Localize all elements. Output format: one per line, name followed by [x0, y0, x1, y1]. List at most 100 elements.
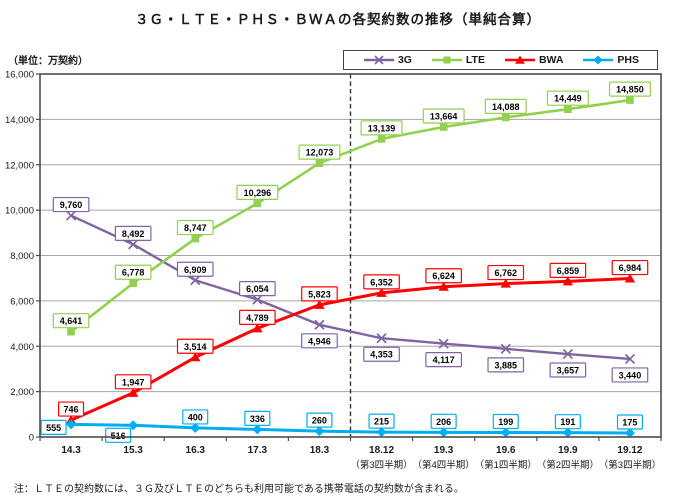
data-label-box-3g: [239, 281, 276, 297]
data-label-box-3g: [176, 261, 214, 277]
data-label-bwa: 6,762: [494, 268, 517, 278]
marker-lte: [129, 279, 137, 288]
legend-item-label: BWA: [538, 54, 564, 66]
data-label-3g: 4,117: [433, 355, 455, 365]
data-label-box-3g: [487, 357, 525, 373]
marker-bwa: [376, 287, 387, 297]
marker-3g: [438, 338, 449, 349]
data-label-phs: 215: [374, 417, 389, 427]
x-axis-label: 15.3: [123, 445, 143, 456]
data-label-lte: 6,778: [122, 268, 145, 278]
data-label-phs: 516: [111, 431, 126, 441]
y-axis-label: 14,000: [5, 115, 34, 126]
legend-marker-icon-triangle: [504, 55, 535, 64]
marker-lte: [191, 234, 200, 243]
data-label-bwa: 6,624: [432, 271, 455, 281]
data-label-box-3g: [425, 351, 462, 368]
y-axis-label: 12,000: [5, 160, 34, 171]
data-label-bwa: 6,352: [370, 277, 393, 287]
data-label-box-3g: [549, 362, 587, 378]
y-axis-label: 10,000: [5, 206, 34, 217]
data-label-box-lte: [608, 81, 651, 97]
marker-lte: [439, 123, 448, 131]
data-label-lte: 10,296: [244, 188, 272, 198]
data-label-3g: 3,657: [557, 366, 580, 376]
data-label-phs: 175: [622, 418, 637, 428]
data-label-lte: 13,664: [430, 111, 458, 121]
marker-phs: [438, 427, 449, 438]
data-label-bwa: 6,859: [557, 266, 580, 276]
data-label-3g: 3,885: [494, 360, 517, 370]
data-label-bwa: 5,823: [308, 289, 331, 299]
y-axis-label: 0: [29, 433, 34, 444]
data-label-box-bwa: [301, 286, 338, 302]
legend-marker-icon-x: [363, 55, 394, 65]
data-label-box-lte: [546, 90, 589, 106]
x-axis-sublabel: （第3四半期）: [599, 459, 661, 471]
data-label-box-lte: [52, 313, 90, 329]
x-axis-label: 19.3: [434, 445, 454, 456]
data-label-3g: 6,054: [246, 284, 269, 294]
series-line-bwa: [69, 277, 632, 422]
data-label-box-bwa: [487, 264, 525, 281]
data-label-box-phs: [40, 419, 67, 436]
data-label-box-bwa: [425, 268, 462, 284]
marker-bwa: [127, 387, 139, 397]
data-label-box-phs: [492, 413, 519, 430]
data-label-lte: 14,449: [554, 94, 582, 104]
data-label-lte: 12,073: [306, 148, 334, 158]
data-label-3g: 4,946: [308, 336, 331, 346]
x-axis-label: 14.3: [61, 445, 81, 456]
data-label-box-lte: [236, 184, 279, 201]
marker-3g: [500, 343, 511, 354]
x-axis-label: 19.6: [496, 445, 516, 456]
marker-bwa: [314, 299, 325, 309]
marker-bwa: [562, 276, 574, 286]
marker-phs: [624, 428, 635, 439]
marker-3g: [128, 239, 139, 250]
marker-3g: [65, 210, 77, 221]
legend-item-label: 3G: [397, 54, 412, 66]
data-label-3g: 3,440: [619, 370, 642, 380]
data-label-box-lte: [176, 219, 214, 236]
marker-bwa: [624, 273, 636, 283]
data-label-box-phs: [616, 414, 643, 430]
data-label-lte: 13,139: [368, 123, 396, 133]
x-axis-sublabel: （第4四半期）: [413, 459, 475, 471]
data-label-box-bwa: [549, 262, 587, 278]
legend-item-lte: LTE: [430, 54, 485, 66]
x-axis-label: 17.3: [248, 445, 268, 456]
marker-phs: [252, 424, 263, 435]
data-label-phs: 191: [560, 417, 575, 427]
legend-marker: [374, 55, 384, 65]
x-axis-label: 19.9: [558, 445, 578, 456]
data-label-3g: 9,760: [60, 200, 83, 210]
legend-marker: [515, 55, 525, 64]
data-label-box-3g: [611, 367, 649, 383]
x-axis-sublabel: （第2四半期）: [537, 459, 599, 471]
marker-lte: [253, 199, 262, 208]
legend-marker: [593, 55, 603, 65]
marker-3g: [624, 353, 636, 365]
marker-3g: [376, 333, 387, 344]
data-label-phs: 555: [46, 423, 61, 433]
data-label-3g: 4,353: [370, 350, 393, 360]
legend-marker-icon-diamond: [583, 55, 614, 65]
legend-item-bwa: BWA: [503, 54, 564, 66]
data-label-box-lte: [484, 98, 527, 114]
chart-title: ３Ｇ・ＬＴＥ・ＰＨＳ・ＢＷＡの各契約数の推移（単純合算）: [135, 12, 541, 27]
marker-3g: [314, 319, 325, 330]
marker-phs: [314, 426, 325, 437]
x-axis-sublabel: （第3四半期）: [350, 459, 412, 471]
data-label-box-phs: [182, 409, 209, 425]
x-axis-label: 18.12: [369, 445, 394, 456]
marker-phs: [190, 422, 201, 433]
y-axis-label: 8,000: [10, 251, 34, 262]
data-label-box-lte: [422, 108, 465, 124]
data-label-box-lte: [360, 120, 403, 136]
marker-bwa: [500, 278, 511, 288]
marker-lte: [315, 159, 324, 167]
y-axis-label: 6,000: [10, 296, 34, 307]
data-label-lte: 14,088: [492, 102, 520, 112]
marker-lte: [564, 105, 572, 113]
